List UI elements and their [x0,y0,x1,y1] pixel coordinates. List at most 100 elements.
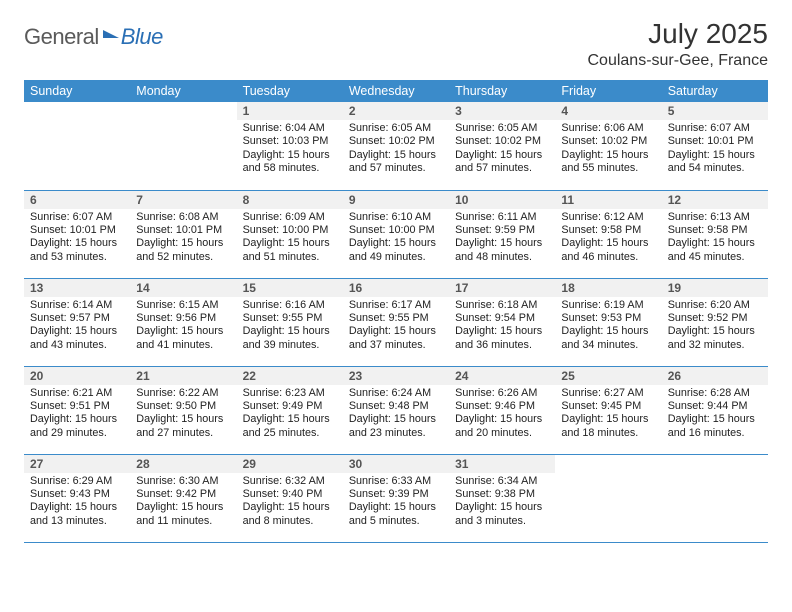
sunset-line: Sunset: 10:03 PM [243,135,337,148]
calendar-row: 6Sunrise: 6:07 AMSunset: 10:01 PMDayligh… [24,190,768,278]
sunrise-line: Sunrise: 6:32 AM [243,475,337,488]
dow-friday: Friday [555,80,661,102]
sunrise-line: Sunrise: 6:09 AM [243,211,337,224]
calendar-cell: 13Sunrise: 6:14 AMSunset: 9:57 PMDayligh… [24,278,130,366]
sunset-line: Sunset: 10:01 PM [668,135,762,148]
sunset-line: Sunset: 10:01 PM [30,224,124,237]
dow-saturday: Saturday [662,80,768,102]
daylight-line: Daylight: 15 hours and 53 minutes. [30,237,124,264]
sunset-line: Sunset: 9:55 PM [243,312,337,325]
brand-part1: General [24,24,99,50]
sunset-line: Sunset: 10:02 PM [349,135,443,148]
day-data: Sunrise: 6:34 AMSunset: 9:38 PMDaylight:… [449,473,555,533]
daylight-line: Daylight: 15 hours and 55 minutes. [561,149,655,176]
day-number: 9 [343,191,449,209]
calendar-row: 27Sunrise: 6:29 AMSunset: 9:43 PMDayligh… [24,454,768,542]
daylight-line: Daylight: 15 hours and 45 minutes. [668,237,762,264]
calendar-cell: 16Sunrise: 6:17 AMSunset: 9:55 PMDayligh… [343,278,449,366]
day-number: 11 [555,191,661,209]
calendar-cell: 4Sunrise: 6:06 AMSunset: 10:02 PMDayligh… [555,102,661,190]
sunrise-line: Sunrise: 6:27 AM [561,387,655,400]
sunrise-line: Sunrise: 6:06 AM [561,122,655,135]
sunset-line: Sunset: 9:56 PM [136,312,230,325]
daylight-line: Daylight: 15 hours and 13 minutes. [30,501,124,528]
sunset-line: Sunset: 9:58 PM [561,224,655,237]
dow-sunday: Sunday [24,80,130,102]
sunrise-line: Sunrise: 6:29 AM [30,475,124,488]
day-number: 19 [662,279,768,297]
daylight-line: Daylight: 15 hours and 37 minutes. [349,325,443,352]
day-number: 29 [237,455,343,473]
calendar-cell: 19Sunrise: 6:20 AMSunset: 9:52 PMDayligh… [662,278,768,366]
dow-wednesday: Wednesday [343,80,449,102]
calendar-cell: 27Sunrise: 6:29 AMSunset: 9:43 PMDayligh… [24,454,130,542]
calendar-cell: 12Sunrise: 6:13 AMSunset: 9:58 PMDayligh… [662,190,768,278]
day-data: Sunrise: 6:13 AMSunset: 9:58 PMDaylight:… [662,209,768,269]
sunrise-line: Sunrise: 6:30 AM [136,475,230,488]
daylight-line: Daylight: 15 hours and 23 minutes. [349,413,443,440]
day-number: 6 [24,191,130,209]
calendar-cell: 1Sunrise: 6:04 AMSunset: 10:03 PMDayligh… [237,102,343,190]
day-data: Sunrise: 6:30 AMSunset: 9:42 PMDaylight:… [130,473,236,533]
daylight-line: Daylight: 15 hours and 52 minutes. [136,237,230,264]
day-number: 30 [343,455,449,473]
daylight-line: Daylight: 15 hours and 32 minutes. [668,325,762,352]
calendar-cell: 3Sunrise: 6:05 AMSunset: 10:02 PMDayligh… [449,102,555,190]
day-data: Sunrise: 6:06 AMSunset: 10:02 PMDaylight… [555,120,661,180]
calendar-cell: 6 Sunrise: 6:07 AMSunset: 10:01 PMDayligh… [24,190,130,278]
calendar-cell: 20Sunrise: 6:21 AMSunset: 9:51 PMDayligh… [24,366,130,454]
day-data: Sunrise: 6:24 AMSunset: 9:48 PMDaylight:… [343,385,449,445]
daylight-line: Daylight: 15 hours and 29 minutes. [30,413,124,440]
daylight-line: Daylight: 15 hours and 25 minutes. [243,413,337,440]
sunrise-line: Sunrise: 6:23 AM [243,387,337,400]
calendar-cell: 28Sunrise: 6:30 AMSunset: 9:42 PMDayligh… [130,454,236,542]
daylight-line: Daylight: 15 hours and 11 minutes. [136,501,230,528]
day-number: 1 [237,102,343,120]
daylight-line: Daylight: 15 hours and 34 minutes. [561,325,655,352]
sunrise-line: Sunrise: 6:07 AM [30,211,124,224]
calendar-cell: 11Sunrise: 6:12 AMSunset: 9:58 PMDayligh… [555,190,661,278]
daylight-line: Daylight: 15 hours and 20 minutes. [455,413,549,440]
day-data: Sunrise: 6:29 AMSunset: 9:43 PMDaylight:… [24,473,130,533]
day-data: Sunrise: 6:22 AMSunset: 9:50 PMDaylight:… [130,385,236,445]
daylight-line: Daylight: 15 hours and 8 minutes. [243,501,337,528]
sunrise-line: Sunrise: 6:17 AM [349,299,443,312]
sunrise-line: Sunrise: 6:24 AM [349,387,443,400]
calendar-cell: 2Sunrise: 6:05 AMSunset: 10:02 PMDayligh… [343,102,449,190]
calendar-cell: 29Sunrise: 6:32 AMSunset: 9:40 PMDayligh… [237,454,343,542]
sunrise-line: Sunrise: 6:10 AM [349,211,443,224]
sunset-line: Sunset: 9:38 PM [455,488,549,501]
calendar-cell: 5Sunrise: 6:07 AMSunset: 10:01 PMDayligh… [662,102,768,190]
calendar-cell [24,102,130,190]
day-data: Sunrise: 6:26 AMSunset: 9:46 PMDaylight:… [449,385,555,445]
day-data: Sunrise: 6:14 AMSunset: 9:57 PMDaylight:… [24,297,130,357]
day-data: Sunrise: 6:17 AMSunset: 9:55 PMDaylight:… [343,297,449,357]
sunset-line: Sunset: 9:45 PM [561,400,655,413]
sunrise-line: Sunrise: 6:21 AM [30,387,124,400]
sunrise-line: Sunrise: 6:12 AM [561,211,655,224]
day-data: Sunrise: 6:04 AMSunset: 10:03 PMDaylight… [237,120,343,180]
day-number: 3 [449,102,555,120]
dow-thursday: Thursday [449,80,555,102]
day-number: 16 [343,279,449,297]
day-data: Sunrise: 6:23 AMSunset: 9:49 PMDaylight:… [237,385,343,445]
daylight-line: Daylight: 15 hours and 43 minutes. [30,325,124,352]
sunrise-line: Sunrise: 6:28 AM [668,387,762,400]
daylight-line: Daylight: 15 hours and 48 minutes. [455,237,549,264]
sunset-line: Sunset: 10:02 PM [455,135,549,148]
sunset-line: Sunset: 9:53 PM [561,312,655,325]
dow-row: Sunday Monday Tuesday Wednesday Thursday… [24,80,768,102]
calendar-table: Sunday Monday Tuesday Wednesday Thursday… [24,80,768,543]
sunset-line: Sunset: 9:49 PM [243,400,337,413]
calendar-cell: 24Sunrise: 6:26 AMSunset: 9:46 PMDayligh… [449,366,555,454]
day-number: 14 [130,279,236,297]
sunrise-line: Sunrise: 6:20 AM [668,299,762,312]
day-data: Sunrise: 6:18 AMSunset: 9:54 PMDaylight:… [449,297,555,357]
title-block: July 2025 Coulans-sur-Gee, France [587,18,768,70]
day-number: 26 [662,367,768,385]
header: General Blue July 2025 Coulans-sur-Gee, … [24,18,768,70]
day-number: 28 [130,455,236,473]
calendar-cell: 18Sunrise: 6:19 AMSunset: 9:53 PMDayligh… [555,278,661,366]
sunrise-line: Sunrise: 6:14 AM [30,299,124,312]
day-number: 21 [130,367,236,385]
